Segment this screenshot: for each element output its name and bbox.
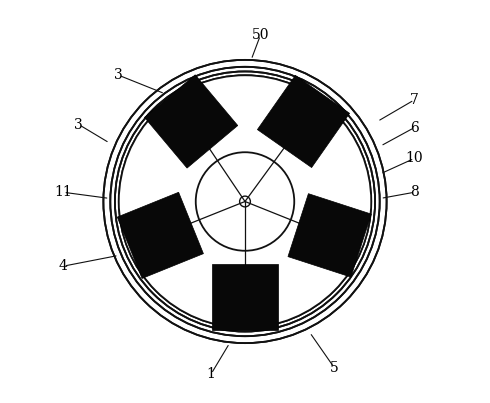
- Text: 10: 10: [406, 152, 423, 165]
- Text: 50: 50: [252, 28, 269, 42]
- Text: 1: 1: [207, 367, 216, 381]
- Text: 4: 4: [59, 259, 68, 273]
- Text: 8: 8: [410, 185, 418, 199]
- Circle shape: [119, 75, 371, 328]
- Polygon shape: [117, 192, 203, 278]
- Text: 3: 3: [74, 118, 83, 131]
- Polygon shape: [212, 264, 278, 330]
- Text: 11: 11: [54, 185, 72, 199]
- Text: 7: 7: [410, 93, 419, 107]
- Text: 3: 3: [114, 68, 123, 82]
- Text: 5: 5: [330, 361, 339, 375]
- Polygon shape: [257, 75, 349, 168]
- Polygon shape: [288, 194, 371, 277]
- Polygon shape: [145, 75, 238, 168]
- Text: 6: 6: [410, 120, 418, 135]
